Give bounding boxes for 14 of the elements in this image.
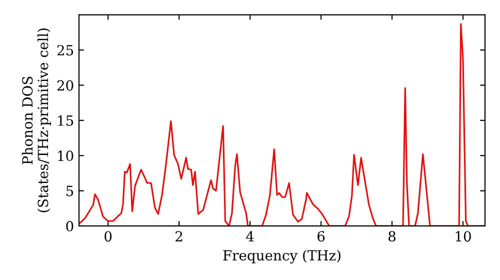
- x-tick-label: 4: [246, 231, 254, 242]
- y-tick-label: 10: [58, 150, 74, 162]
- y-tick-label: 25: [57, 44, 74, 56]
- y-tick-label: 5: [66, 186, 74, 196]
- y-tick-label: 15: [58, 115, 74, 126]
- x-tick-label: 0: [104, 231, 112, 242]
- x-axis-title: Frequency (THz): [223, 250, 340, 264]
- x-tick-label: 8: [388, 231, 396, 242]
- x-tick-label: 2: [176, 231, 182, 242]
- x-tick-label: 10: [456, 231, 471, 242]
- x-tick-label: 6: [318, 231, 325, 242]
- y-tick-label: 0: [66, 220, 74, 232]
- y-axis-title: Phonon DOS (States/THz·primitive cell): [22, 28, 51, 212]
- y-tick-label: 20: [57, 80, 74, 91]
